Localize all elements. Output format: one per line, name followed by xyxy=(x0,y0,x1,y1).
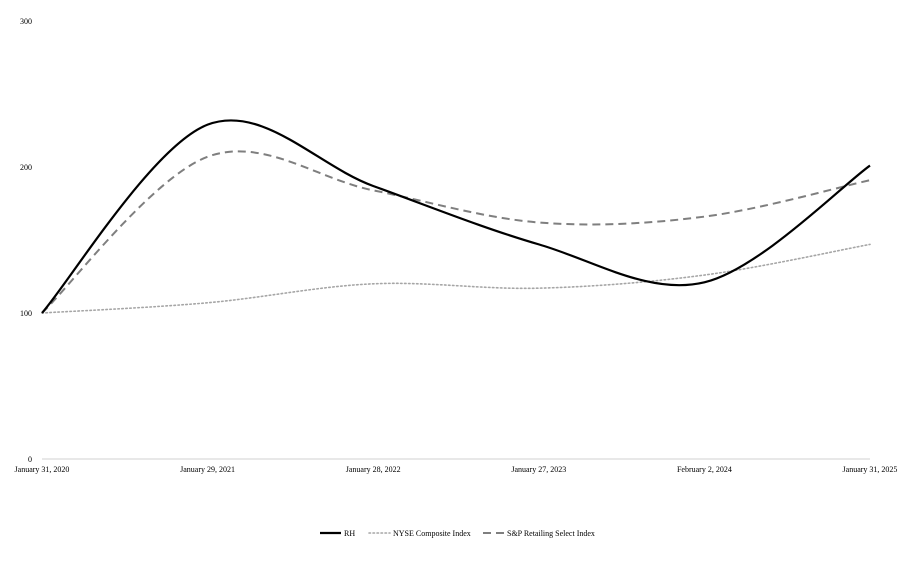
y-tick-label: 300 xyxy=(20,17,32,26)
x-tick-label: January 31, 2020 xyxy=(15,465,70,474)
x-tick-label: January 31, 2025 xyxy=(843,465,898,474)
series-line-0 xyxy=(41,119,871,314)
y-tick-label: 100 xyxy=(20,309,32,318)
x-tick-label: February 2, 2024 xyxy=(677,465,732,474)
x-tick-label: January 27, 2023 xyxy=(511,465,566,474)
legend: RH NYSE Composite Index S&P Retailing Sele… xyxy=(320,529,595,538)
series-line-2 xyxy=(41,150,871,314)
legend-label: RH xyxy=(344,529,355,538)
legend-label: S&P Retailing Select Index xyxy=(507,529,595,538)
x-axis-ticks: January 31, 2020 January 29, 2021 January … xyxy=(15,465,898,474)
x-tick-label: January 29, 2021 xyxy=(180,465,235,474)
y-tick-label: 0 xyxy=(28,455,32,464)
legend-label: NYSE Composite Index xyxy=(393,529,471,538)
y-axis-ticks: 0 100 200 300 xyxy=(20,17,32,464)
series-line-1 xyxy=(41,243,871,314)
series-lines xyxy=(41,119,871,314)
y-tick-label: 200 xyxy=(20,163,32,172)
x-tick-label: January 28, 2022 xyxy=(346,465,401,474)
